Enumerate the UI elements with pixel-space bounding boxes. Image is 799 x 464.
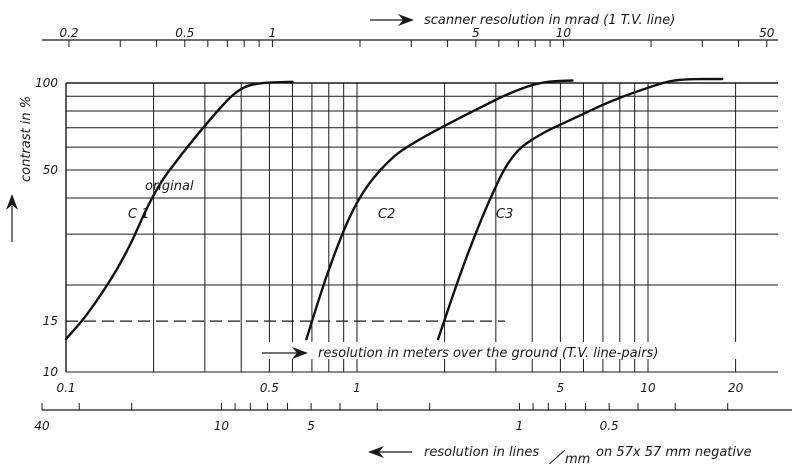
top-axis-tick-label: 1: [269, 26, 277, 40]
series-line-3: [436, 77, 724, 341]
arrow-up-icon: [6, 194, 18, 242]
outer-axis-title-prefix: resolution in lines: [424, 445, 539, 460]
arrow-right-icon: [262, 347, 308, 359]
top-axis-ticks: 0.2 0.5 1 5 10 50: [59, 26, 775, 47]
curve-label-c1: C 1: [128, 207, 149, 222]
inner-axis-tick-label: 5: [557, 381, 565, 395]
inner-axis-title: resolution in meters over the ground (T.…: [318, 346, 658, 361]
outer-axis-tick-label: 5: [307, 419, 315, 433]
outer-axis-title-suffix: on 57x 57 mm negative: [596, 445, 752, 460]
unit-slash: [548, 449, 566, 464]
top-axis-tick-label: 50: [759, 26, 775, 40]
y-axis-tick-label: 15: [43, 314, 58, 328]
inner-axis-ticks: 0.1 0.5 1 5 10 20: [56, 381, 743, 395]
y-axis-tick-label: 100: [35, 76, 58, 90]
outer-axis-tick-label: 10: [214, 419, 230, 433]
outer-axis-tick-label: 0.5: [600, 419, 619, 433]
inner-axis-tick-label: 10: [640, 381, 656, 395]
inner-bottom-axis: 0.1 0.5 1 5 10 20 resolution in meters over t…: [56, 342, 758, 395]
y-axis-title: contrast in %: [19, 96, 34, 182]
inner-axis-tick-label: 0.1: [56, 381, 75, 395]
inner-axis-title-backdrop: [262, 342, 758, 359]
top-axis-tick-label: 0.5: [175, 26, 194, 40]
series-line-1: [64, 80, 294, 341]
series-line-2: [305, 79, 574, 341]
grid: [65, 82, 778, 373]
outer-axis-title-unit: mm: [565, 452, 590, 464]
top-axis-title: scanner resolution in mrad (1 T.V. line): [424, 13, 675, 28]
y-axis-tick-label: 10: [43, 365, 59, 379]
curve-label-c2: C2: [378, 207, 395, 222]
outer-axis-tick-label: 1: [516, 419, 524, 433]
top-axis-tick-label: 0.2: [59, 26, 78, 40]
y-axis-ticks: 10 15 50 100: [35, 76, 58, 379]
inner-axis-tick-label: 0.5: [260, 381, 279, 395]
arrow-right-icon: [370, 14, 414, 26]
outer-axis-tick-label: 40: [34, 419, 50, 433]
y-axis: contrast in % 10 15 50 100: [6, 76, 58, 379]
annotation-original: original: [145, 179, 194, 194]
top-axis-tick-label: 10: [556, 26, 572, 40]
inner-axis-tick-label: 20: [728, 381, 744, 395]
top-axis: 0.2 0.5 1 5 10 50 scanner resolution in mrad …: [42, 13, 778, 47]
inner-axis-tick-label: 1: [353, 381, 361, 395]
curves: [64, 77, 724, 341]
top-axis-tick-label: 5: [472, 26, 480, 40]
curve-label-c3: C3: [496, 207, 513, 222]
y-axis-tick-label: 50: [43, 163, 59, 177]
arrow-left-icon: [368, 446, 412, 458]
